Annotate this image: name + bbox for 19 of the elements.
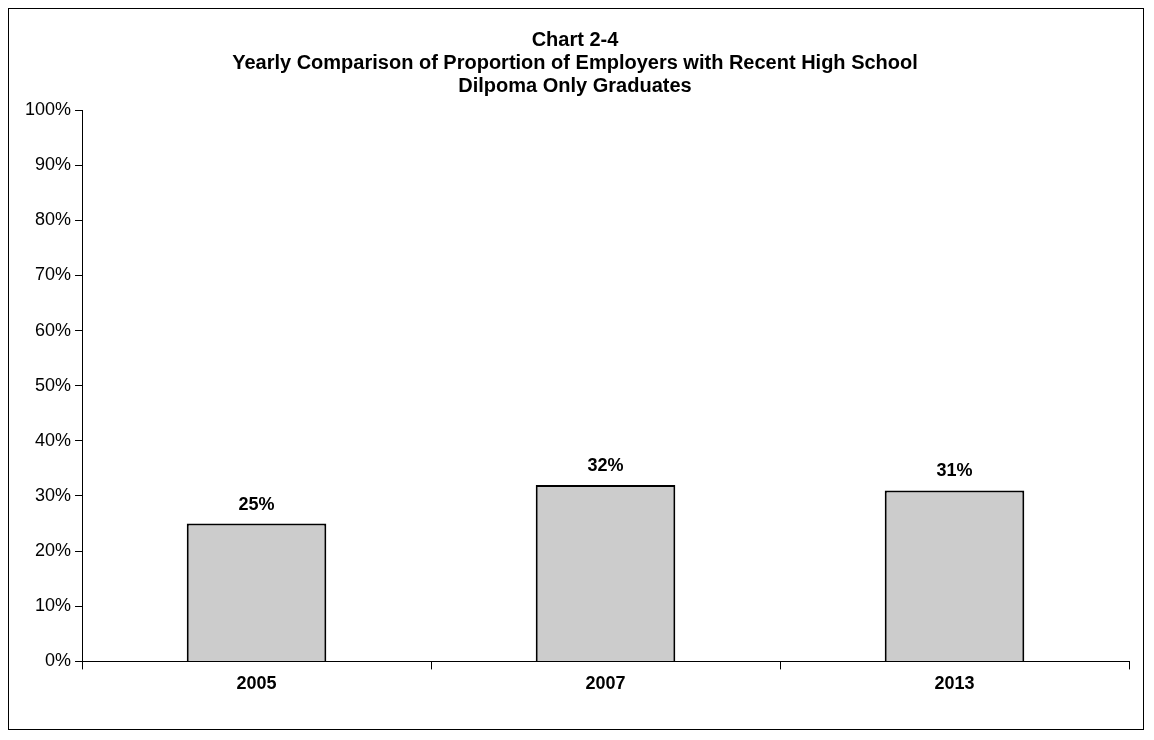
chart-subtitle: Yearly Comparison of Proportion of Employers with Recent High School Dilpoma Only Graduates [232, 51, 918, 97]
y-tick-label: 60% [35, 319, 72, 340]
data-label: 25% [238, 493, 275, 514]
y-tick-label: 80% [35, 209, 72, 230]
data-label: 32% [587, 454, 624, 475]
x-tick-label: 2013 [934, 673, 975, 694]
x-tick-label: 2005 [236, 673, 277, 694]
y-tick-label: 70% [35, 264, 72, 285]
y-tick-label: 90% [35, 154, 72, 175]
y-tick-label: 100% [24, 98, 72, 119]
y-tick-label: 50% [35, 374, 72, 395]
y-tick-label: 40% [35, 429, 72, 450]
x-tick-label: 2007 [585, 673, 626, 694]
y-tick-label: 0% [45, 650, 72, 671]
data-label: 31% [936, 460, 973, 481]
y-tick-label: 10% [35, 595, 72, 616]
y-tick-label: 30% [35, 484, 72, 505]
y-tick-label: 20% [35, 540, 72, 561]
chart-title: Chart 2-4 [531, 28, 620, 51]
